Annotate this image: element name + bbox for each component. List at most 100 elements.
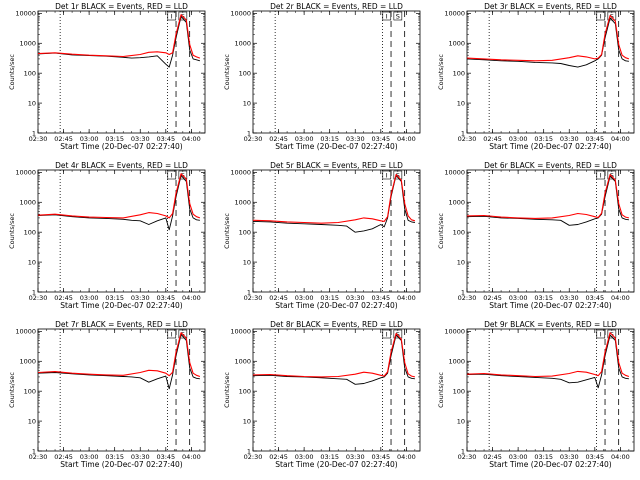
x-tick-label: 04:00 — [611, 453, 630, 461]
flag-label: I — [600, 13, 602, 21]
y-tick-label: 10000 — [444, 10, 465, 18]
y-tick-label: 10000 — [230, 10, 251, 18]
x-tick-label: 03:00 — [295, 135, 314, 143]
y-tick-label: 100 — [24, 387, 36, 395]
x-tick-label: 02:30 — [458, 294, 477, 302]
y-tick-label: 100 — [239, 387, 251, 395]
panel-3: Det 3r BLACK = Events, RED = LLD 1 10 100 10… — [437, 2, 635, 151]
y-tick-label: 10 — [457, 417, 465, 425]
y-tick-label: 10 — [243, 99, 251, 107]
lld-series-line — [466, 14, 630, 62]
x-tick-label: 03:15 — [320, 294, 339, 302]
x-tick-label: 03:15 — [105, 294, 124, 302]
lld-series-line — [37, 14, 201, 59]
x-axis-label: Start Time (20-Dec-07 02:27:40) — [275, 301, 397, 310]
lld-series-line — [37, 332, 201, 378]
flag-box — [607, 329, 617, 339]
x-tick-label: 03:15 — [320, 135, 339, 143]
y-tick-label: 10000 — [15, 328, 36, 336]
panel-9: Det 9r BLACK = Events, RED = LLD 1 10 100 10… — [437, 320, 635, 469]
events-series-line — [37, 15, 201, 68]
y-tick-label: 1000 — [234, 40, 251, 48]
x-tick-label: 03:15 — [534, 453, 553, 461]
lld-series-line — [37, 173, 201, 219]
y-axis-label: Counts/sec — [223, 372, 231, 408]
y-tick-label: 10000 — [15, 169, 36, 177]
x-tick-label: 02:30 — [458, 453, 477, 461]
x-tick-label: 02:45 — [269, 135, 288, 143]
y-axis-label: Counts/sec — [437, 213, 445, 249]
flag-box — [393, 170, 403, 180]
lld-series-line — [252, 173, 416, 224]
x-tick-label: 02:30 — [244, 294, 263, 302]
y-axis-label: Counts/sec — [223, 213, 231, 249]
y-tick-label: 100 — [453, 69, 465, 77]
y-axis-label: Counts/sec — [8, 54, 16, 90]
x-tick-label: 03:00 — [295, 453, 314, 461]
flag-label: I — [171, 13, 173, 21]
flag-label: I — [386, 13, 388, 21]
x-axis-label: Start Time (20-Dec-07 02:27:40) — [275, 142, 397, 151]
x-tick-label: 02:30 — [458, 135, 477, 143]
y-tick-label: 10000 — [444, 169, 465, 177]
panel-title: Det 2r BLACK = Events, RED = LLD — [270, 2, 403, 11]
y-tick-label: 10 — [28, 258, 36, 266]
y-tick-label: 10000 — [15, 10, 36, 18]
y-tick-label: 1 — [461, 288, 465, 296]
flag-box — [382, 329, 392, 339]
y-tick-label: 10 — [457, 99, 465, 107]
x-tick-label: 03:45 — [585, 135, 604, 143]
x-tick-label: 02:30 — [244, 135, 263, 143]
x-tick-label: 03:45 — [585, 294, 604, 302]
flag-box — [178, 170, 188, 180]
y-tick-label: 1 — [32, 129, 36, 137]
x-tick-label: 02:45 — [269, 453, 288, 461]
panel-title: Det 4r BLACK = Events, RED = LLD — [55, 161, 188, 170]
panel-title: Det 3r BLACK = Events, RED = LLD — [484, 2, 617, 11]
y-tick-label: 1 — [247, 288, 251, 296]
y-tick-label: 10 — [243, 417, 251, 425]
x-tick-label: 03:15 — [534, 135, 553, 143]
y-tick-label: 10 — [243, 258, 251, 266]
x-tick-label: 03:00 — [80, 135, 99, 143]
plot-frame — [252, 169, 421, 293]
x-axis-label: Start Time (20-Dec-07 02:27:40) — [489, 301, 611, 310]
x-tick-label: 04:00 — [397, 135, 416, 143]
panel-title: Det 7r BLACK = Events, RED = LLD — [55, 320, 188, 329]
y-axis-label: Counts/sec — [223, 54, 231, 90]
panel-title: Det 1r BLACK = Events, RED = LLD — [55, 2, 188, 11]
panel-2: Det 2r BLACK = Events, RED = LLD 1 10 100 10… — [223, 2, 421, 151]
events-series-line — [466, 17, 629, 68]
y-axis-label: Counts/sec — [8, 213, 16, 249]
x-tick-label: 02:45 — [483, 294, 502, 302]
flag-label: S — [396, 172, 400, 180]
plot-frame — [466, 169, 635, 293]
x-tick-label: 04:00 — [397, 294, 416, 302]
x-tick-label: 03:45 — [371, 294, 390, 302]
y-tick-label: 10000 — [230, 169, 251, 177]
x-tick-label: 02:45 — [54, 453, 73, 461]
y-tick-label: 1000 — [448, 199, 465, 207]
plot-frame — [37, 169, 206, 293]
x-tick-label: 03:30 — [131, 453, 150, 461]
x-tick-label: 03:45 — [371, 135, 390, 143]
x-tick-label: 04:00 — [182, 453, 201, 461]
y-tick-label: 1000 — [448, 358, 465, 366]
x-tick-label: 03:15 — [320, 453, 339, 461]
events-series-line — [252, 174, 415, 233]
x-tick-label: 02:45 — [54, 294, 73, 302]
x-tick-label: 03:00 — [80, 294, 99, 302]
flag-label: S — [610, 13, 614, 21]
flag-label: S — [396, 331, 400, 339]
y-tick-label: 1000 — [19, 358, 36, 366]
x-tick-label: 03:45 — [585, 453, 604, 461]
x-tick-label: 03:00 — [509, 294, 528, 302]
x-tick-label: 03:30 — [346, 294, 365, 302]
flag-label: I — [171, 172, 173, 180]
plot-frame — [466, 10, 635, 134]
panel-7: Det 7r BLACK = Events, RED = LLD 1 10 100 10… — [8, 320, 206, 469]
x-tick-label: 04:00 — [611, 135, 630, 143]
x-axis-label: Start Time (20-Dec-07 02:27:40) — [60, 460, 182, 469]
flag-box — [167, 11, 177, 21]
